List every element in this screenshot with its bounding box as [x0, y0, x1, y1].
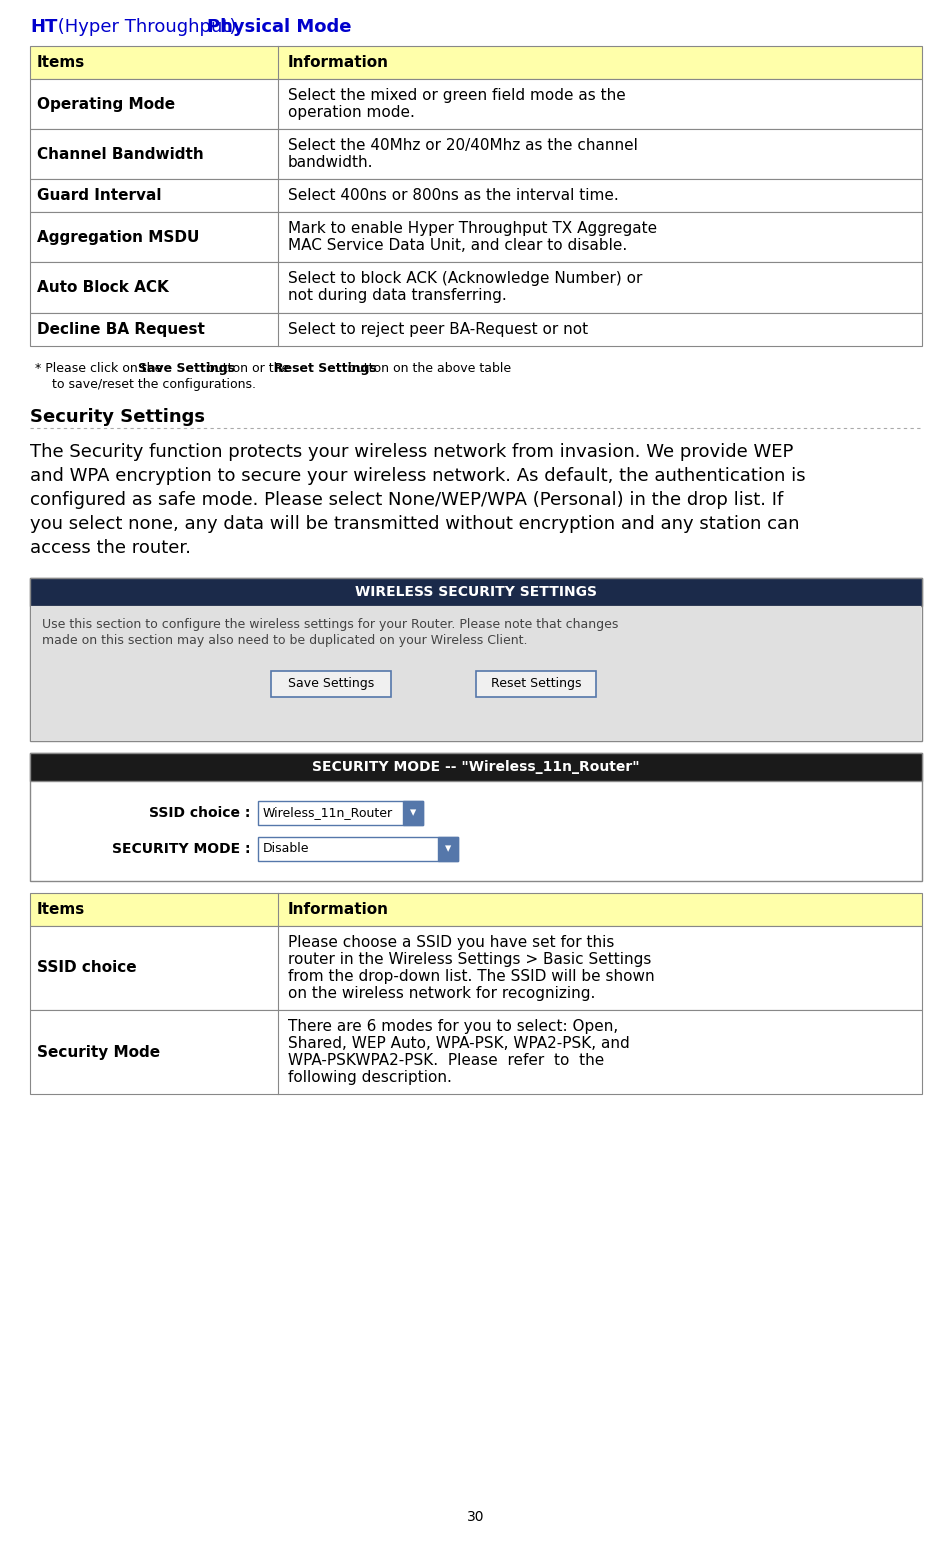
Text: Select the 40Mhz or 20/40Mhz as the channel: Select the 40Mhz or 20/40Mhz as the chan… [288, 137, 638, 153]
Text: router in the Wireless Settings > Basic Settings: router in the Wireless Settings > Basic … [288, 953, 651, 967]
Bar [438, 837, 458, 862]
Text: bandwidth.: bandwidth. [288, 156, 373, 170]
Text: Decline BA Request: Decline BA Request [37, 321, 205, 337]
Text: Security Settings: Security Settings [30, 408, 205, 426]
Text: Items: Items [37, 56, 86, 69]
Bar [31, 605, 921, 741]
Text: and WPA encryption to secure your wireless network. As default, the authenticati: and WPA encryption to secure your wirele… [30, 466, 805, 485]
Text: Items: Items [37, 902, 86, 917]
Bar [476, 670, 596, 696]
Text: * Please click on the: * Please click on the [35, 361, 167, 375]
Text: button or the: button or the [204, 361, 294, 375]
Text: Operating Mode: Operating Mode [37, 97, 175, 111]
Text: Disable: Disable [263, 843, 309, 855]
Bar [270, 670, 391, 696]
Text: Information: Information [288, 902, 389, 917]
Text: Wireless_11n_Router: Wireless_11n_Router [263, 806, 393, 820]
Text: 30: 30 [467, 1510, 485, 1524]
Bar [30, 46, 922, 79]
Text: SSID choice: SSID choice [37, 960, 137, 976]
Text: Information: Information [288, 56, 389, 69]
Bar [30, 312, 922, 346]
Text: access the router.: access the router. [30, 539, 191, 557]
Text: Security Mode: Security Mode [37, 1045, 160, 1059]
Text: Shared, WEP Auto, WPA-PSK, WPA2-PSK, and: Shared, WEP Auto, WPA-PSK, WPA2-PSK, and [288, 1036, 629, 1051]
Text: Mark to enable Hyper Throughput TX Aggregate: Mark to enable Hyper Throughput TX Aggre… [288, 221, 657, 236]
Text: Physical Mode: Physical Mode [207, 19, 351, 36]
Text: (Hyper Throughput): (Hyper Throughput) [52, 19, 242, 36]
Bar [30, 926, 922, 1010]
Text: Save Settings: Save Settings [288, 678, 374, 690]
Text: made on this section may also need to be duplicated on your Wireless Client.: made on this section may also need to be… [42, 633, 527, 647]
Bar [30, 577, 922, 605]
Text: Select 400ns or 800ns as the interval time.: Select 400ns or 800ns as the interval ti… [288, 188, 619, 204]
Text: from the drop-down list. The SSID will be shown: from the drop-down list. The SSID will b… [288, 970, 655, 984]
Bar [30, 753, 922, 781]
Bar [30, 179, 922, 212]
Bar [30, 79, 922, 130]
Text: Select to reject peer BA-Request or not: Select to reject peer BA-Request or not [288, 321, 588, 337]
Bar [30, 1010, 922, 1095]
Text: Reset Settings: Reset Settings [490, 678, 582, 690]
Text: Auto Block ACK: Auto Block ACK [37, 279, 169, 295]
Text: you select none, any data will be transmitted without encryption and any station: you select none, any data will be transm… [30, 514, 800, 533]
Text: Please choose a SSID you have set for this: Please choose a SSID you have set for th… [288, 934, 614, 950]
Text: SSID choice :: SSID choice : [149, 806, 250, 820]
Text: HT: HT [30, 19, 57, 36]
Text: operation mode.: operation mode. [288, 105, 415, 120]
Text: Use this section to configure the wireless settings for your Router. Please note: Use this section to configure the wirele… [42, 618, 619, 631]
Text: to save/reset the configurations.: to save/reset the configurations. [52, 378, 256, 391]
Text: Reset Settings: Reset Settings [273, 361, 376, 375]
Text: button on the above table: button on the above table [345, 361, 511, 375]
Text: WIRELESS SECURITY SETTINGS: WIRELESS SECURITY SETTINGS [355, 585, 597, 599]
Bar [30, 262, 922, 312]
Text: ▾: ▾ [410, 806, 416, 820]
Text: Channel Bandwidth: Channel Bandwidth [37, 147, 204, 162]
Text: SECURITY MODE -- "Wireless_11n_Router": SECURITY MODE -- "Wireless_11n_Router" [312, 760, 640, 774]
Bar [258, 837, 458, 862]
Text: ▾: ▾ [445, 843, 451, 855]
Text: configured as safe mode. Please select None/WEP/WPA (Personal) in the drop list.: configured as safe mode. Please select N… [30, 491, 783, 508]
Text: Select to block ACK (Acknowledge Number) or: Select to block ACK (Acknowledge Number)… [288, 272, 643, 287]
Text: Guard Interval: Guard Interval [37, 188, 162, 204]
Text: WPA-PSKWPA2-PSK.  Please  refer  to  the: WPA-PSKWPA2-PSK. Please refer to the [288, 1053, 605, 1068]
Bar [30, 130, 922, 179]
Bar [30, 892, 922, 926]
Text: The Security function protects your wireless network from invasion. We provide W: The Security function protects your wire… [30, 443, 793, 460]
Text: not during data transferring.: not during data transferring. [288, 289, 506, 304]
Text: MAC Service Data Unit, and clear to disable.: MAC Service Data Unit, and clear to disa… [288, 238, 627, 253]
Text: Select the mixed or green field mode as the: Select the mixed or green field mode as … [288, 88, 625, 103]
Text: on the wireless network for recognizing.: on the wireless network for recognizing. [288, 987, 595, 1001]
Bar [30, 753, 922, 880]
Text: Save Settings: Save Settings [138, 361, 235, 375]
Bar [30, 212, 922, 262]
Text: following description.: following description. [288, 1070, 452, 1085]
Bar [30, 577, 922, 741]
Text: SECURITY MODE :: SECURITY MODE : [111, 841, 250, 855]
Text: There are 6 modes for you to select: Open,: There are 6 modes for you to select: Ope… [288, 1019, 618, 1034]
Bar [258, 801, 423, 824]
Bar [403, 801, 423, 824]
Text: Aggregation MSDU: Aggregation MSDU [37, 230, 199, 245]
